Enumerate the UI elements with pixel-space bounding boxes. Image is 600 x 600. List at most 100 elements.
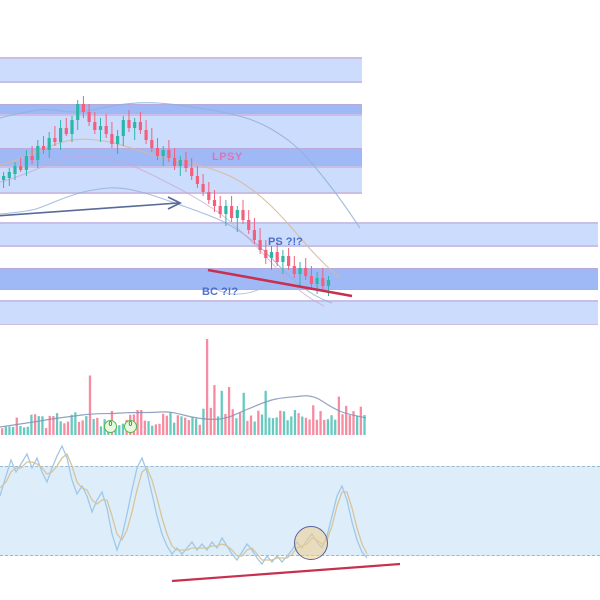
volume-bar bbox=[293, 410, 297, 435]
candle bbox=[195, 176, 199, 184]
volume-bar bbox=[19, 425, 22, 435]
volume-bar bbox=[180, 416, 183, 435]
volume-bar bbox=[319, 411, 322, 435]
candle bbox=[269, 252, 274, 258]
volume-bar bbox=[297, 413, 300, 435]
volume-bar bbox=[44, 428, 48, 435]
candle bbox=[190, 168, 194, 176]
volume-bar bbox=[176, 415, 179, 435]
annotation-bc: BC ?!? bbox=[202, 286, 239, 298]
volume-bar bbox=[11, 426, 15, 435]
volume-bar bbox=[158, 423, 161, 435]
volume-bar bbox=[224, 413, 227, 435]
candle bbox=[230, 206, 234, 218]
candle bbox=[292, 266, 296, 274]
candle bbox=[70, 120, 74, 134]
volume-bar bbox=[246, 420, 249, 435]
volume-bar bbox=[315, 419, 319, 435]
candle bbox=[13, 166, 17, 174]
volume-bar bbox=[359, 406, 362, 435]
candle bbox=[47, 138, 51, 150]
volume-bar bbox=[30, 414, 33, 435]
candle bbox=[315, 278, 319, 284]
volume-bar bbox=[121, 423, 125, 435]
volume-bar bbox=[242, 392, 245, 435]
volume-bar bbox=[205, 339, 209, 435]
candle bbox=[309, 276, 313, 284]
volume-bar bbox=[268, 417, 271, 435]
volume-bar bbox=[257, 410, 260, 435]
volume-bar bbox=[169, 412, 172, 435]
stochastic-plot bbox=[0, 444, 401, 583]
candle bbox=[64, 128, 68, 134]
volume-marker-1: 0 bbox=[104, 420, 117, 433]
volume-bar bbox=[356, 415, 359, 435]
volume-bar bbox=[70, 414, 73, 435]
trend-arrow-icon bbox=[0, 196, 183, 217]
volume-bar bbox=[279, 410, 282, 435]
volume-bar bbox=[312, 405, 315, 435]
volume-panel: 0 0 bbox=[0, 325, 600, 435]
volume-bar bbox=[55, 413, 59, 435]
volume-bar bbox=[140, 409, 143, 435]
candle bbox=[87, 112, 91, 122]
volume-bar bbox=[326, 419, 330, 435]
candle bbox=[224, 206, 228, 214]
volume-bar bbox=[227, 387, 231, 435]
candle bbox=[81, 104, 85, 112]
volume-bar bbox=[15, 417, 18, 435]
volume-bar bbox=[275, 417, 278, 435]
volume-bar bbox=[22, 427, 26, 435]
volume-bar bbox=[304, 417, 308, 435]
volume-bar bbox=[63, 423, 66, 435]
candle bbox=[167, 150, 171, 158]
candle bbox=[212, 200, 217, 206]
stochastic-panel: Phân Kỳ dương Stoch 4H bbox=[0, 438, 600, 600]
candle bbox=[281, 256, 285, 262]
volume-bar bbox=[209, 407, 212, 435]
volume-bar bbox=[41, 416, 44, 435]
candle bbox=[264, 250, 268, 258]
volume-bar bbox=[66, 421, 70, 435]
volume-plot bbox=[0, 339, 367, 435]
candle bbox=[173, 158, 177, 166]
volume-bar bbox=[308, 419, 311, 435]
volume-bar bbox=[85, 416, 88, 435]
price-panel: LPSY PS ?!? BC ?!? bbox=[0, 57, 598, 325]
candle bbox=[98, 126, 103, 130]
volume-bar bbox=[363, 415, 366, 435]
candle bbox=[235, 210, 239, 218]
candle bbox=[326, 280, 331, 286]
candle bbox=[121, 120, 125, 136]
candle bbox=[93, 122, 97, 130]
zone-low-b bbox=[0, 300, 598, 325]
volume-bar bbox=[162, 413, 165, 435]
volume-bar bbox=[264, 390, 267, 435]
candle bbox=[298, 268, 302, 274]
zone-top bbox=[0, 57, 362, 83]
zone-mid bbox=[0, 222, 598, 247]
volume-bar bbox=[290, 416, 293, 435]
volume-bar bbox=[147, 421, 150, 435]
candle bbox=[207, 192, 211, 200]
stoch-divergence-trendline bbox=[171, 562, 401, 583]
descending-trendline bbox=[207, 268, 353, 298]
candle bbox=[41, 146, 46, 150]
candle bbox=[252, 230, 256, 240]
candle bbox=[161, 150, 165, 156]
volume-bar bbox=[213, 385, 216, 435]
candle bbox=[104, 126, 108, 134]
volume-bar bbox=[165, 415, 168, 435]
volume-bar bbox=[59, 421, 62, 435]
candle bbox=[24, 156, 28, 170]
volume-bar bbox=[26, 426, 29, 435]
candle bbox=[275, 252, 279, 262]
volume-bar bbox=[33, 414, 37, 435]
volume-bar bbox=[337, 396, 341, 435]
volume-bar bbox=[187, 420, 190, 435]
volume-bar bbox=[173, 422, 176, 435]
candle bbox=[150, 140, 154, 148]
volume-bar bbox=[345, 405, 348, 435]
volume-bar bbox=[81, 420, 84, 435]
